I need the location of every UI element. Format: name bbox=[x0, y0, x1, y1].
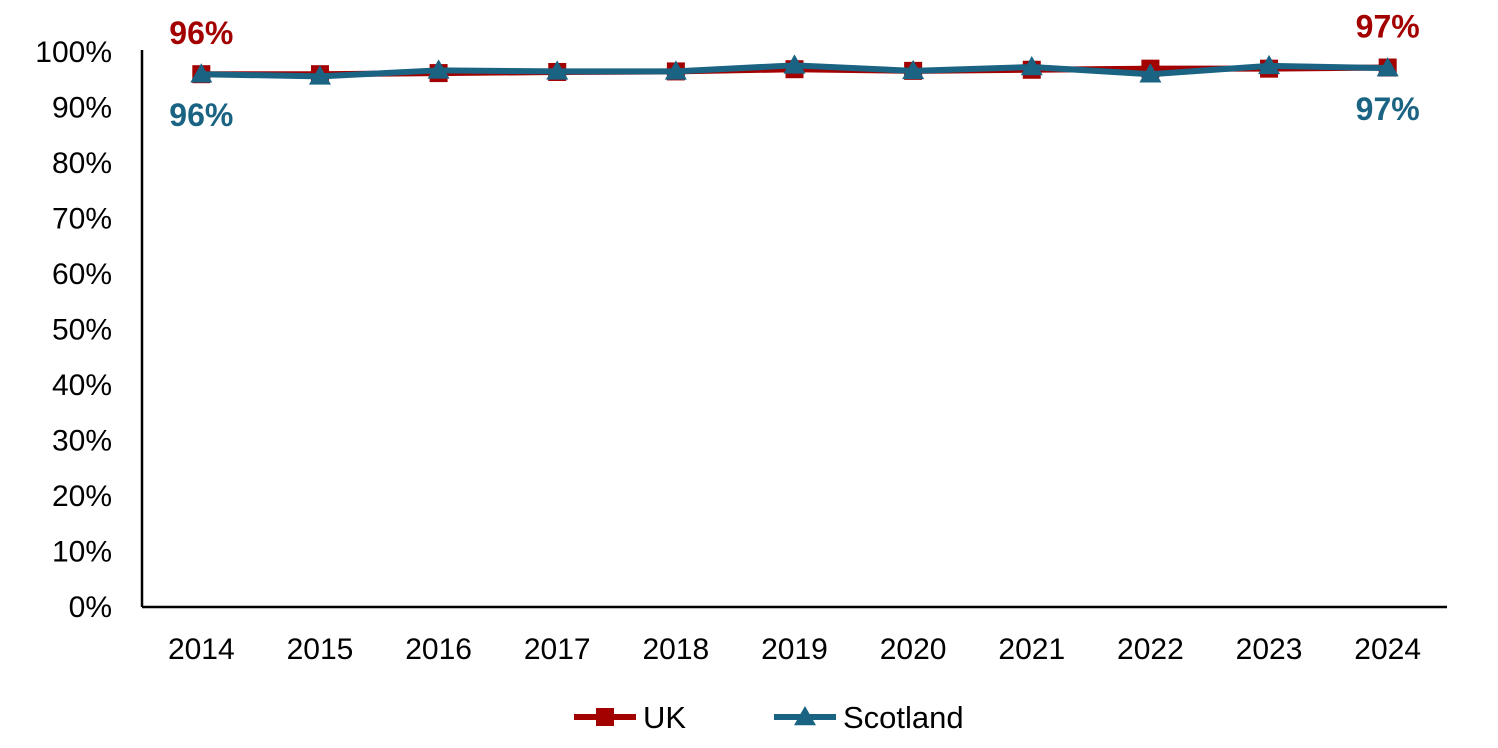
data-point-scotland bbox=[546, 60, 569, 80]
legend-item-uk: UK bbox=[574, 700, 686, 735]
y-axis-tick-labels: 0% 10% 20% 30% 40% 50% 60% 70% 80% 90% 100% bbox=[35, 36, 112, 624]
y-tick-label: 30% bbox=[52, 425, 112, 458]
x-tick-label: 2014 bbox=[168, 633, 235, 666]
data-point-scotland bbox=[902, 59, 925, 80]
y-tick-label: 10% bbox=[52, 536, 112, 569]
y-tick-label: 40% bbox=[52, 369, 112, 402]
data-point-scotland bbox=[190, 63, 213, 83]
legend-item-scotland: Scotland bbox=[774, 700, 964, 735]
data-label-uk: 97% bbox=[1356, 9, 1420, 45]
x-tick-label: 2022 bbox=[1117, 633, 1184, 666]
series-scotland bbox=[190, 54, 1399, 85]
x-tick-label: 2015 bbox=[287, 633, 354, 666]
data-point-scotland bbox=[427, 59, 450, 79]
x-tick-label: 2016 bbox=[405, 633, 472, 666]
data-labels: 96% 97% 96% 97% bbox=[169, 9, 1419, 134]
legend-marker-scotland bbox=[794, 706, 816, 726]
legend-label-scotland: Scotland bbox=[843, 700, 964, 735]
x-tick-label: 2023 bbox=[1236, 633, 1303, 666]
x-tick-label: 2021 bbox=[998, 633, 1065, 666]
x-tick-label: 2019 bbox=[761, 633, 828, 666]
x-axis-tick-labels: 2014 2015 2016 2017 2018 2019 2020 2021 2022 2023… bbox=[168, 633, 1421, 666]
data-label-scotland: 96% bbox=[169, 97, 233, 133]
legend: UK Scotland bbox=[574, 700, 964, 735]
y-tick-label: 20% bbox=[52, 480, 112, 513]
data-label-scotland: 97% bbox=[1356, 91, 1420, 127]
x-tick-label: 2018 bbox=[642, 633, 709, 666]
series-layer bbox=[190, 54, 1399, 85]
x-tick-label: 2020 bbox=[880, 633, 947, 666]
data-point-scotland bbox=[1139, 63, 1162, 83]
y-tick-label: 70% bbox=[52, 203, 112, 236]
data-point-scotland bbox=[1020, 55, 1043, 76]
data-point-scotland bbox=[1258, 54, 1281, 75]
y-tick-label: 60% bbox=[52, 258, 112, 291]
y-tick-label: 100% bbox=[35, 36, 112, 69]
data-point-scotland bbox=[664, 60, 687, 80]
y-tick-label: 50% bbox=[52, 314, 112, 347]
legend-label-uk: UK bbox=[643, 700, 686, 735]
data-point-scotland bbox=[783, 54, 806, 74]
data-label-uk: 96% bbox=[169, 15, 233, 51]
y-tick-label: 0% bbox=[69, 591, 112, 624]
y-tick-label: 90% bbox=[52, 92, 112, 125]
x-tick-label: 2024 bbox=[1354, 633, 1421, 666]
data-point-scotland bbox=[308, 65, 331, 85]
y-tick-label: 80% bbox=[52, 147, 112, 180]
legend-marker-uk bbox=[596, 708, 614, 726]
data-point-scotland bbox=[1376, 57, 1399, 77]
x-tick-label: 2017 bbox=[524, 633, 591, 666]
